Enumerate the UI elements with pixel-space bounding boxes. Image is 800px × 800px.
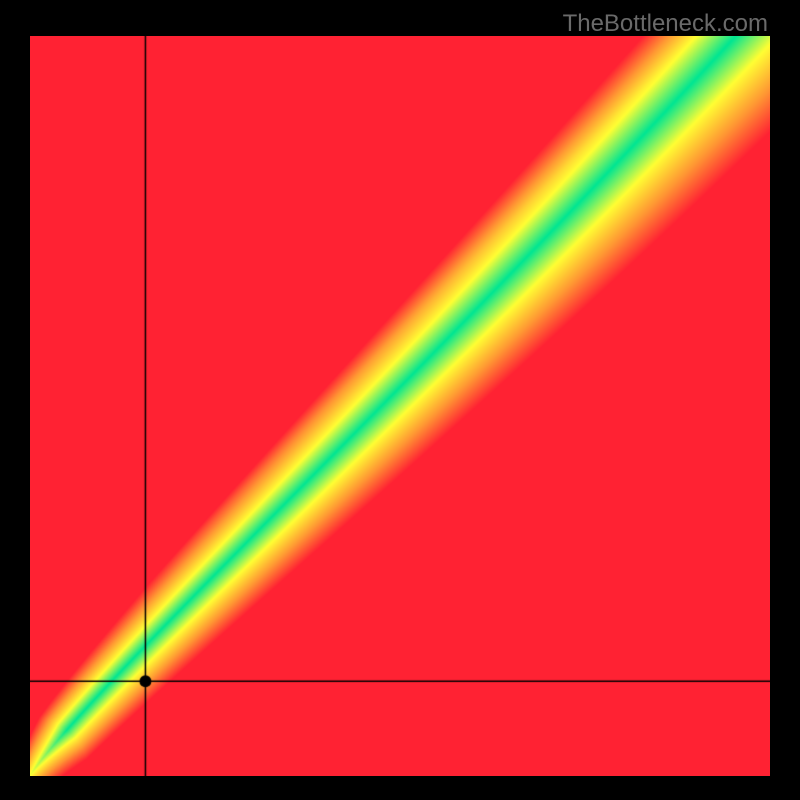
bottleneck-heatmap <box>30 36 770 776</box>
watermark-text: TheBottleneck.com <box>563 10 768 38</box>
